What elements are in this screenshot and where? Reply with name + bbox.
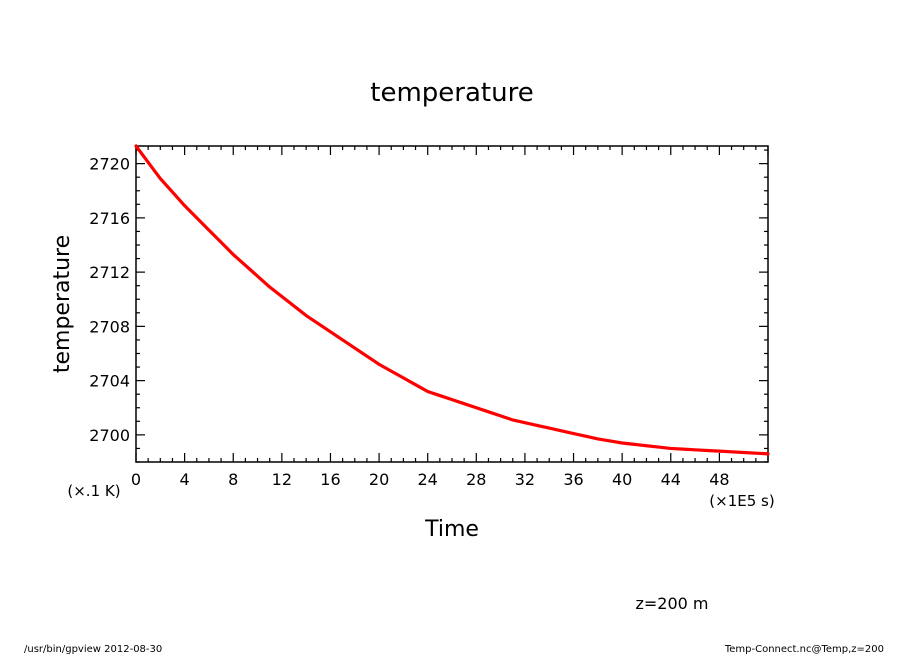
x-tick-label: 16 [320, 470, 340, 489]
y-tick-label: 2700 [89, 426, 130, 445]
x-tick-label: 40 [612, 470, 632, 489]
x-tick-label: 24 [418, 470, 438, 489]
x-tick-label: 20 [369, 470, 389, 489]
y-tick-label: 2712 [89, 263, 130, 282]
y-tick-label: 2704 [89, 372, 130, 391]
y-axis-label: temperature [50, 235, 75, 373]
x-tick-label: 4 [180, 470, 190, 489]
chart-title: temperature [370, 78, 533, 108]
z-level-annotation: z=200 m [635, 594, 708, 613]
plot-area: 0 4 8 12 16 20 24 28 32 36 40 44 48 2700270427082712… [89, 144, 770, 489]
y-tick-label: 2716 [89, 209, 130, 228]
series-layer [134, 144, 770, 456]
x-tick-label: 32 [515, 470, 535, 489]
x-axis-ticks: 0 4 8 12 16 20 24 28 32 36 40 44 48 [131, 146, 769, 489]
y-tick-label: 2720 [89, 155, 130, 174]
x-tick-label: 12 [272, 470, 292, 489]
x-tick-label: 8 [228, 470, 238, 489]
x-tick-label: 44 [661, 470, 681, 489]
footer-right: Temp-Connect.nc@Temp,z=200 [724, 644, 884, 654]
x-tick-label: 36 [563, 470, 583, 489]
x-tick-label: 0 [131, 470, 141, 489]
y-axis-ticks: 2700 2704 2708 2712 2716 2720 [89, 149, 768, 463]
x-tick-label: 28 [466, 470, 486, 489]
x-tick-label: 48 [709, 470, 729, 489]
temperature-series-line [134, 144, 770, 456]
y-unit-label: (×.1 K) [67, 482, 120, 500]
footer-left: /usr/bin/gpview 2012-08-30 [24, 644, 162, 654]
x-axis-label: Time [424, 517, 479, 542]
y-tick-label: 2708 [89, 317, 130, 336]
x-unit-label: (×1E5 s) [709, 492, 774, 510]
